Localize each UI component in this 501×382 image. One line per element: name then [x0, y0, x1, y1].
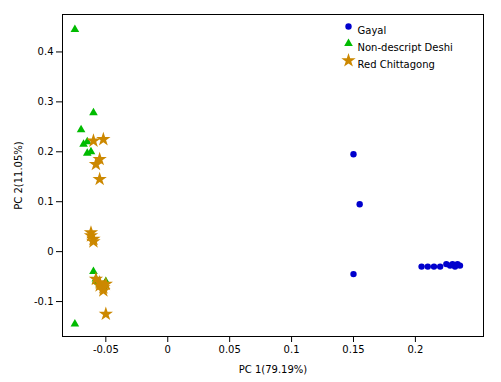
svg-text:Gayal: Gayal — [358, 25, 387, 36]
svg-text:0.2: 0.2 — [38, 146, 54, 157]
svg-text:0.4: 0.4 — [38, 46, 54, 57]
svg-text:0.05: 0.05 — [219, 344, 241, 355]
svg-text:0: 0 — [165, 344, 171, 355]
svg-text:PC 2(11.05%): PC 2(11.05%) — [13, 141, 24, 210]
svg-text:-0.1: -0.1 — [34, 296, 54, 307]
svg-text:Non-descript Deshi: Non-descript Deshi — [358, 42, 453, 53]
svg-text:-0.05: -0.05 — [93, 344, 119, 355]
svg-text:0.2: 0.2 — [407, 344, 423, 355]
svg-text:0: 0 — [47, 246, 53, 257]
svg-text:0.1: 0.1 — [38, 196, 54, 207]
svg-text:0.1: 0.1 — [284, 344, 300, 355]
svg-text:0.15: 0.15 — [342, 344, 364, 355]
svg-text:Red Chittagong: Red Chittagong — [358, 59, 435, 70]
svg-text:0.3: 0.3 — [38, 96, 54, 107]
svg-text:PC 1(79.19%): PC 1(79.19%) — [239, 364, 308, 375]
